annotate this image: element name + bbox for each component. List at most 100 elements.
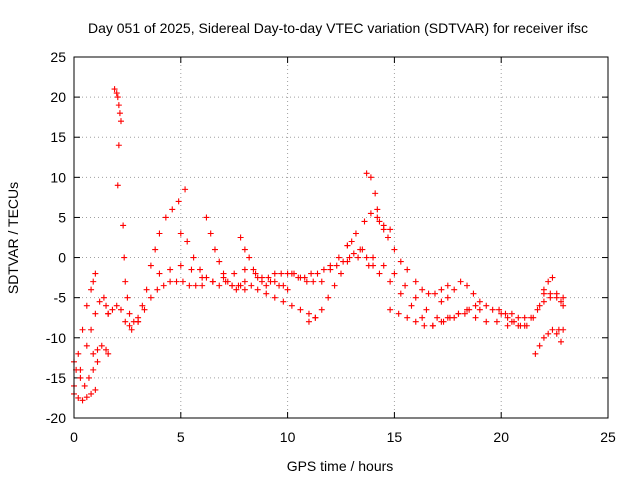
data-point [190,254,197,261]
y-axis-label: SDTVAR / TECUs [5,182,21,294]
y-tick-label: -15 [46,370,66,386]
data-point [143,286,150,293]
data-point [455,310,462,317]
x-tick-label: 0 [70,429,78,445]
data-point [558,338,565,345]
data-point [325,294,332,301]
data-point [508,318,515,325]
data-point [121,254,128,261]
data-point [553,330,560,337]
data-point [124,294,131,301]
data-point [532,350,539,357]
data-point [308,270,315,277]
series-arc-27 [553,326,567,345]
data-point [472,302,479,309]
data-point [128,326,135,333]
data-point [211,246,218,253]
data-point [348,238,355,245]
data-point [258,274,265,281]
x-tick-label: 20 [493,429,509,445]
data-point [515,322,522,329]
data-point [94,358,101,365]
data-point [241,278,248,285]
data-point [423,306,430,313]
series-arc-22 [387,302,479,329]
data-point [295,274,302,281]
data-point [280,298,287,305]
data-point [207,230,214,237]
data-point [263,282,270,289]
series-arc-18 [318,210,394,285]
data-point [83,342,90,349]
data-point [229,282,236,289]
x-tick-label: 10 [280,429,296,445]
data-point [105,310,112,317]
y-tick-label: -5 [54,290,67,306]
data-point [536,302,543,309]
data-point [412,294,419,301]
data-point [135,318,142,325]
data-point [156,270,163,277]
data-point [412,278,419,285]
data-point [100,294,107,301]
data-point [147,262,154,269]
y-tick-label: -20 [46,410,66,426]
chart-title: Day 051 of 2025, Sidereal Day-to-day VTE… [88,20,588,36]
data-point [111,86,118,93]
data-point [380,262,387,269]
data-point [504,322,511,329]
series-arc-2 [71,386,99,404]
data-point [355,254,362,261]
data-point [90,350,97,357]
data-point [560,294,567,301]
data-point [241,266,248,273]
data-point [312,314,319,321]
y-tick-label: 10 [50,169,66,185]
data-point [98,342,105,349]
data-point [387,226,394,233]
data-point [75,394,82,401]
data-point [493,318,500,325]
data-point [252,270,259,277]
data-point [263,290,270,297]
data-point [103,302,110,309]
data-point [397,258,404,265]
series-arc-13 [203,214,248,293]
data-point [79,397,86,404]
grid [74,57,608,418]
data-point [167,278,174,285]
data-point [160,282,167,289]
data-point [361,218,368,225]
data-point [444,294,451,301]
y-tick-label: 20 [50,89,66,105]
data-point [81,382,88,389]
data-point [156,230,163,237]
data-point [305,310,312,317]
data-point [352,230,359,237]
data-point [489,306,496,313]
data-point [109,306,116,313]
data-point [387,306,394,313]
data-point [88,390,95,397]
x-tick-label: 25 [600,429,616,445]
data-point [241,286,248,293]
data-point [540,286,547,293]
data-point [404,266,411,273]
series-arc-4 [77,294,112,373]
data-point [114,94,121,101]
data-point [177,262,184,269]
data-point [444,282,451,289]
data-point [220,270,227,277]
data-point [464,282,471,289]
y-tick-label: 25 [50,49,66,65]
data-point [237,282,244,289]
data-point [162,214,169,221]
data-point [216,282,223,289]
data-point [521,314,528,321]
data-series [71,86,567,404]
data-point [421,322,428,329]
data-point [126,322,133,329]
data-point [288,270,295,277]
data-point [92,386,99,393]
